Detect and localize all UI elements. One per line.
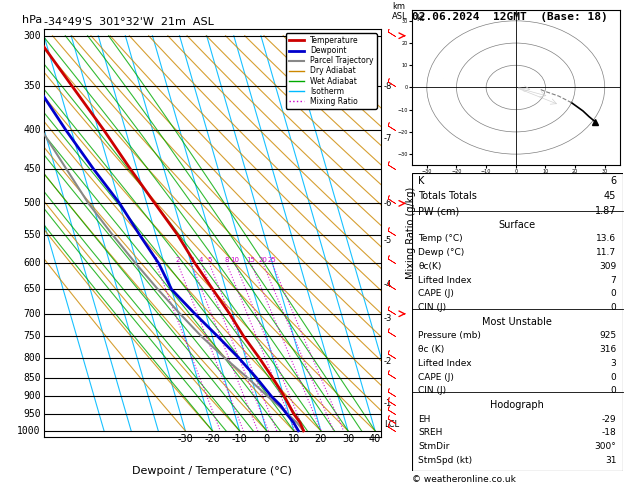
Text: StmDir: StmDir	[418, 442, 450, 451]
Text: 45: 45	[604, 191, 616, 201]
Text: Hodograph: Hodograph	[491, 400, 544, 410]
Text: 31: 31	[605, 456, 616, 465]
Text: SREH: SREH	[418, 428, 443, 437]
Text: © weatheronline.co.uk: © weatheronline.co.uk	[412, 474, 516, 484]
Text: 20: 20	[259, 257, 267, 263]
Text: km
ASL: km ASL	[392, 1, 408, 21]
Text: 10: 10	[231, 257, 240, 263]
Text: 0: 0	[611, 303, 616, 312]
Text: 15: 15	[247, 257, 255, 263]
Text: 300: 300	[23, 31, 41, 41]
Text: 925: 925	[599, 331, 616, 340]
Text: 500: 500	[23, 198, 41, 208]
Text: 750: 750	[23, 331, 41, 342]
Text: 309: 309	[599, 262, 616, 271]
Text: 40: 40	[369, 434, 381, 444]
Text: 316: 316	[599, 345, 616, 354]
Text: -7: -7	[384, 134, 392, 143]
Text: CAPE (J): CAPE (J)	[418, 289, 454, 298]
Text: 1: 1	[153, 257, 158, 263]
Legend: Temperature, Dewpoint, Parcel Trajectory, Dry Adiabat, Wet Adiabat, Isotherm, Mi: Temperature, Dewpoint, Parcel Trajectory…	[286, 33, 377, 109]
Text: 13.6: 13.6	[596, 234, 616, 243]
Text: -30: -30	[177, 434, 193, 444]
Text: 550: 550	[23, 230, 41, 240]
Text: 10: 10	[287, 434, 300, 444]
Text: 900: 900	[23, 391, 41, 401]
Text: 850: 850	[23, 372, 41, 382]
Text: 8: 8	[225, 257, 229, 263]
Text: Totals Totals: Totals Totals	[418, 191, 477, 201]
Text: EH: EH	[418, 415, 431, 424]
Text: 700: 700	[23, 309, 41, 319]
Text: Lifted Index: Lifted Index	[418, 359, 472, 368]
Text: θᴄ (K): θᴄ (K)	[418, 345, 445, 354]
Text: -10: -10	[231, 434, 247, 444]
Text: 3: 3	[611, 359, 616, 368]
Text: -6: -6	[384, 199, 392, 208]
Text: 950: 950	[23, 409, 41, 419]
Text: 30: 30	[342, 434, 354, 444]
Text: CIN (J): CIN (J)	[418, 303, 447, 312]
Text: -18: -18	[602, 428, 616, 437]
Text: -4: -4	[384, 280, 392, 289]
Text: 11.7: 11.7	[596, 248, 616, 257]
Text: -29: -29	[602, 415, 616, 424]
Text: Temp (°C): Temp (°C)	[418, 234, 463, 243]
Text: 2: 2	[175, 257, 180, 263]
Text: -20: -20	[204, 434, 220, 444]
Text: kt: kt	[416, 15, 425, 23]
Text: LCL: LCL	[384, 420, 399, 429]
Text: 1000: 1000	[17, 426, 41, 436]
Text: CIN (J): CIN (J)	[418, 386, 447, 396]
Text: 0: 0	[264, 434, 270, 444]
Text: 0: 0	[611, 386, 616, 396]
Text: 20: 20	[314, 434, 327, 444]
Text: PW (cm): PW (cm)	[418, 206, 460, 216]
Text: 7: 7	[611, 276, 616, 285]
Text: Mixing Ratio (g/kg): Mixing Ratio (g/kg)	[406, 187, 416, 279]
Text: 650: 650	[23, 284, 41, 295]
Text: Dewpoint / Temperature (°C): Dewpoint / Temperature (°C)	[132, 466, 292, 476]
Text: Lifted Index: Lifted Index	[418, 276, 472, 285]
Text: Pressure (mb): Pressure (mb)	[418, 331, 481, 340]
Text: 6: 6	[610, 175, 616, 186]
Text: StmSpd (kt): StmSpd (kt)	[418, 456, 472, 465]
Text: -3: -3	[384, 314, 392, 323]
Text: -5: -5	[384, 236, 392, 245]
Text: -8: -8	[384, 82, 392, 91]
Text: 450: 450	[23, 164, 41, 174]
Text: K: K	[418, 175, 425, 186]
Text: -1: -1	[384, 399, 392, 408]
Text: 3: 3	[189, 257, 194, 263]
Text: θᴄ(K): θᴄ(K)	[418, 262, 442, 271]
Text: 25: 25	[268, 257, 277, 263]
Text: 300°: 300°	[594, 442, 616, 451]
Text: CAPE (J): CAPE (J)	[418, 373, 454, 382]
Text: -34°49'S  301°32'W  21m  ASL: -34°49'S 301°32'W 21m ASL	[44, 17, 214, 27]
Text: 350: 350	[23, 81, 41, 91]
Text: Dewp (°C): Dewp (°C)	[418, 248, 465, 257]
Text: Surface: Surface	[499, 220, 536, 230]
Text: 4: 4	[199, 257, 203, 263]
Text: 1.87: 1.87	[595, 206, 616, 216]
Text: 800: 800	[23, 353, 41, 363]
Text: 600: 600	[23, 258, 41, 268]
Text: 0: 0	[611, 373, 616, 382]
Text: 400: 400	[23, 125, 41, 135]
Text: 0: 0	[611, 289, 616, 298]
Text: -2: -2	[384, 357, 392, 366]
Text: Most Unstable: Most Unstable	[482, 317, 552, 327]
Text: 5: 5	[207, 257, 211, 263]
Text: hPa: hPa	[22, 15, 42, 25]
Text: 02.06.2024  12GMT  (Base: 18): 02.06.2024 12GMT (Base: 18)	[412, 12, 608, 22]
